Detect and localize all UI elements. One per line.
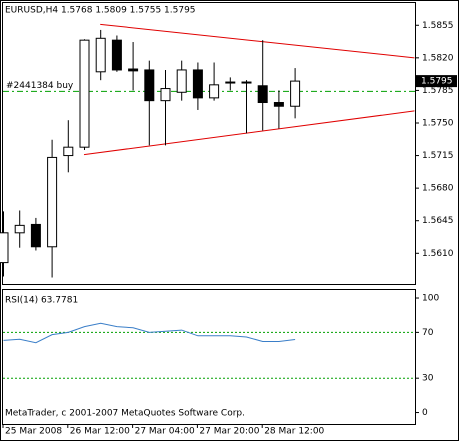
price-tag: 1.5795 — [421, 77, 453, 87]
y-tick-label: 1.5855 — [422, 21, 454, 31]
candle-body — [111, 39, 122, 71]
x-tick-label: 25 Mar 2008 — [5, 427, 62, 437]
candle-body — [192, 69, 203, 99]
candle-body — [225, 81, 236, 84]
rsi-panel — [2, 289, 416, 425]
candle-body — [160, 88, 171, 102]
candle-body — [128, 68, 139, 72]
y-tick-label: 70 — [422, 328, 434, 338]
candle-body — [209, 84, 220, 99]
candle-body — [176, 69, 187, 93]
candle-body — [0, 232, 9, 264]
x-tick-label: 26 Mar 12:00 — [70, 427, 130, 437]
candle-body — [144, 69, 155, 102]
candle-body — [95, 37, 106, 73]
y-tick-label: 1.5785 — [422, 86, 454, 96]
y-tick-label: 30 — [422, 374, 434, 384]
y-tick-label: 100 — [422, 294, 439, 304]
y-tick-label: 1.5820 — [422, 53, 454, 63]
rsi-line — [3, 322, 296, 344]
candle-body — [47, 156, 58, 248]
y-tick-label: 1.5680 — [422, 184, 454, 194]
chart-title: EURUSD,H4 1.5768 1.5809 1.5755 1.5795 — [5, 6, 196, 16]
trend-line — [83, 110, 415, 156]
y-tick-label: 1.5645 — [422, 216, 454, 226]
candle-body — [257, 85, 268, 104]
order-label: #2441384 buy — [6, 81, 74, 91]
candle-body — [30, 223, 41, 248]
candle-body — [273, 102, 284, 107]
candle-body — [63, 146, 74, 157]
price-tag-bg — [416, 75, 457, 88]
x-tick-label: 28 Mar 12:00 — [264, 427, 324, 437]
main-panel — [2, 2, 416, 285]
y-tick-label: 0 — [422, 408, 428, 418]
y-tick-label: 1.5610 — [422, 249, 454, 259]
candle-body — [14, 224, 25, 234]
trend-line — [100, 23, 415, 59]
rsi-title: RSI(14) 63.7781 — [5, 296, 78, 306]
candle-body — [290, 80, 301, 107]
x-tick-label: 27 Mar 04:00 — [135, 427, 195, 437]
x-tick-label: 27 Mar 20:00 — [199, 427, 259, 437]
footer: MetaTrader, c 2001-2007 MetaQuotes Softw… — [5, 409, 245, 419]
y-tick-label: 1.5715 — [422, 151, 454, 161]
y-tick-label: 1.5750 — [422, 118, 454, 128]
candle-body — [241, 81, 252, 84]
candle-body — [79, 39, 90, 148]
